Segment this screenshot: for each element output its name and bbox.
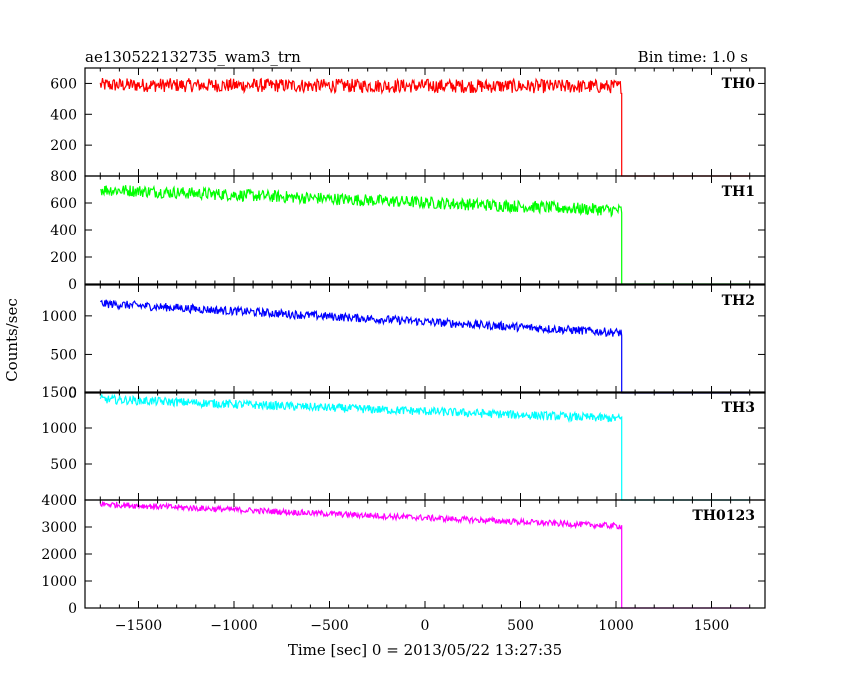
y-axis-label: Counts/sec [3,298,21,382]
y-zero-label: 0 [68,169,77,185]
y-zero-label: 0 [68,277,77,293]
series-line-th0123 [99,500,750,609]
y-tick-label: 1000 [41,421,77,437]
x-tick-label: −1000 [210,618,257,634]
x-tick-label: 500 [507,618,534,634]
y-tick-label: 600 [50,196,77,212]
panel-th0: 200 400 600 0 TH0 [50,67,766,185]
panel-th0123: 0 1000 2000 3000 4000 TH0123 −1500 −1000 −500 0 50… [41,493,766,634]
series-line-th1 [100,184,750,285]
panel-frame [84,284,766,394]
y-tick-label: 200 [50,138,77,154]
y-zero-label: 0 [68,493,77,509]
y-tick-label: 0 [68,601,77,617]
x-tick-label: 0 [421,618,430,634]
y-tick-label: 600 [50,76,77,92]
series-line-th2 [100,299,750,394]
x-axis-label: Time [sec] 0 = 2013/05/22 13:27:35 [288,641,562,659]
y-tick-label: 500 [50,347,77,363]
y-tick-label: 3000 [41,520,77,536]
panel-frame [84,175,766,285]
panel-th2: 500 1000 0 TH2 [41,284,766,402]
y-zero-label: 0 [68,386,77,402]
y-tick-label: 1000 [41,574,77,590]
x-tick-label: −500 [310,618,348,634]
series-label-th1: TH1 [722,184,755,200]
y-tick-label: 400 [50,107,77,123]
panel-frame [84,499,766,609]
x-tick-label: 1000 [598,618,634,634]
series-label-th0: TH0 [722,76,756,92]
series-line-th3 [99,393,750,501]
y-tick-label: 500 [50,457,77,473]
series-label-th3: TH3 [722,400,755,416]
y-tick-label: 1500 [41,385,77,401]
series-label-th2: TH2 [722,293,755,309]
bin-time-label: Bin time: 1.0 s [638,48,748,66]
chart-title: ae130522132735_wam3_trn [85,48,301,66]
y-tick-label: 4000 [41,493,77,509]
x-tick-label: −1500 [115,618,162,634]
y-tick-label: 400 [50,223,77,239]
series-line-th0 [99,77,750,177]
y-tick-label: 1000 [41,309,77,325]
panels-group: 2004006000TH02004006008000TH150010000TH2… [41,67,766,634]
x-tick-label: 1500 [694,618,730,634]
y-tick-label: 200 [50,250,77,266]
series-label-th0123: TH0123 [692,508,755,524]
y-tick-label: 2000 [41,547,77,563]
y-tick-label: 800 [50,169,77,185]
